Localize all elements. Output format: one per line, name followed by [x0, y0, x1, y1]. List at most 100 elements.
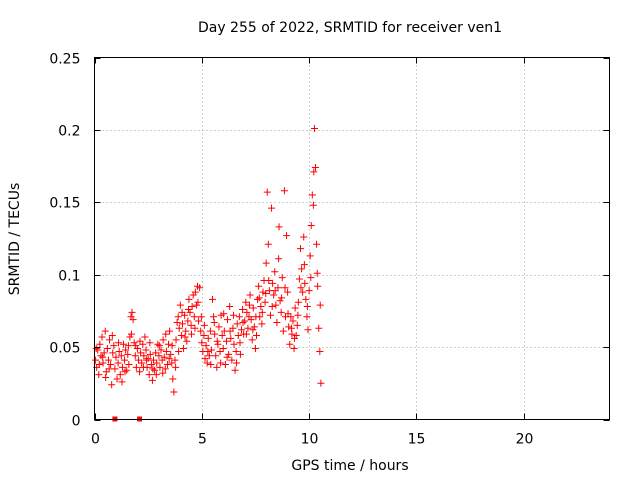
- data-point: [234, 332, 242, 340]
- data-point: [307, 274, 315, 282]
- data-point: [100, 349, 108, 357]
- data-point: [249, 304, 257, 312]
- data-point: [155, 342, 163, 350]
- data-point: [119, 340, 127, 348]
- data-point: [112, 353, 120, 361]
- data-point: [141, 333, 149, 341]
- data-point: [162, 347, 170, 355]
- data-point: [133, 345, 141, 353]
- data-point: [176, 301, 184, 309]
- data-point: [230, 340, 238, 348]
- data-point: [313, 269, 321, 277]
- data-point: [228, 356, 236, 364]
- data-point: [299, 288, 307, 296]
- data-point: [171, 356, 179, 364]
- data-point: [239, 305, 247, 313]
- data-point: [225, 350, 233, 358]
- data-point: [202, 342, 210, 350]
- data-point: [297, 284, 305, 292]
- data-point: [300, 233, 308, 241]
- data-point: [250, 323, 258, 331]
- data-point: [239, 318, 247, 326]
- data-point: [165, 355, 173, 363]
- data-point: [264, 240, 272, 248]
- y-tick-label: 0.25: [49, 52, 80, 68]
- data-point: [251, 345, 259, 353]
- data-point: [105, 365, 113, 373]
- data-point: [272, 301, 280, 309]
- data-point: [139, 363, 147, 371]
- data-point: [245, 301, 253, 309]
- data-point: [317, 379, 325, 387]
- data-point: [298, 265, 306, 273]
- data-point: [223, 353, 231, 361]
- data-point: [261, 298, 269, 306]
- data-point: [124, 342, 132, 350]
- data-point: [237, 326, 245, 334]
- data-point: [287, 324, 295, 332]
- data-point: [174, 313, 182, 321]
- data-point: [291, 304, 299, 312]
- data-point: [268, 204, 276, 212]
- data-point: [213, 337, 221, 345]
- data-point: [121, 356, 129, 364]
- data-point: [118, 378, 126, 386]
- data-point: [102, 374, 110, 382]
- data-point: [302, 295, 310, 303]
- data-point: [127, 330, 135, 338]
- data-point: [124, 350, 132, 358]
- data-point: [231, 366, 239, 374]
- data-point: [306, 252, 314, 260]
- data-point: [131, 352, 139, 360]
- data-point: [247, 316, 255, 324]
- data-point: [188, 303, 196, 311]
- data-point: [129, 316, 137, 324]
- data-point: [205, 352, 213, 360]
- data-point: [198, 339, 206, 347]
- data-point: [303, 303, 311, 311]
- data-point: [157, 346, 165, 354]
- data-point: [203, 359, 211, 367]
- data-point: [204, 347, 212, 355]
- data-point: [190, 313, 198, 321]
- data-point: [271, 287, 279, 295]
- data-point: [236, 339, 244, 347]
- data-point: [130, 339, 138, 347]
- data-point: [294, 298, 302, 306]
- x-tick-label: 5: [198, 432, 207, 448]
- data-point: [106, 336, 114, 344]
- x-tick-label: 20: [516, 432, 534, 448]
- data-point: [162, 330, 170, 338]
- data-point: [137, 349, 145, 357]
- data-point: [146, 339, 154, 347]
- data-point: [138, 359, 146, 367]
- data-point: [283, 232, 291, 240]
- data-point: [140, 352, 148, 360]
- data-point: [242, 330, 250, 338]
- data-point: [217, 359, 225, 367]
- data-point: [95, 371, 103, 379]
- data-point: [122, 346, 130, 354]
- data-point: [152, 371, 160, 379]
- data-point: [246, 291, 254, 299]
- data-point: [304, 326, 312, 334]
- x-tick-label: 10: [301, 432, 319, 448]
- data-point: [144, 355, 152, 363]
- data-point: [294, 311, 302, 319]
- data-point: [92, 356, 100, 364]
- data-point: [307, 221, 315, 229]
- data-point: [284, 310, 292, 318]
- data-point: [92, 345, 100, 353]
- data-point: [315, 324, 323, 332]
- data-point: [187, 330, 195, 338]
- data-point: [95, 360, 103, 368]
- data-point: [148, 376, 156, 384]
- data-point: [313, 240, 321, 248]
- data-point: [155, 352, 163, 360]
- data-point: [183, 337, 191, 345]
- data-point: [275, 255, 283, 263]
- data-point: [170, 388, 178, 396]
- y-axis-ticks: 0 0.05 0.1 0.15 0.2 0.25: [49, 52, 610, 430]
- data-point: [168, 342, 176, 350]
